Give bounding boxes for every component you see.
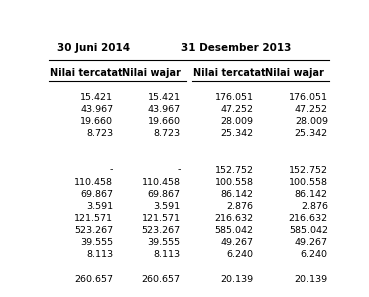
- Text: 25.342: 25.342: [295, 129, 328, 138]
- Text: 86.142: 86.142: [295, 190, 328, 199]
- Text: 49.267: 49.267: [220, 238, 254, 247]
- Text: 176.051: 176.051: [214, 93, 254, 102]
- Text: 25.342: 25.342: [220, 129, 254, 138]
- Text: 39.555: 39.555: [147, 238, 180, 247]
- Text: 19.660: 19.660: [148, 117, 180, 126]
- Text: 2.876: 2.876: [301, 202, 328, 211]
- Text: -: -: [177, 165, 180, 175]
- Text: 2.876: 2.876: [227, 202, 254, 211]
- Text: 31 Desember 2013: 31 Desember 2013: [181, 42, 292, 53]
- Text: 6.240: 6.240: [301, 250, 328, 259]
- Text: 523.267: 523.267: [141, 226, 180, 235]
- Text: 8.723: 8.723: [154, 129, 180, 138]
- Text: 69.867: 69.867: [148, 190, 180, 199]
- Text: 28.009: 28.009: [220, 117, 254, 126]
- Text: 43.967: 43.967: [80, 105, 113, 114]
- Text: 100.558: 100.558: [214, 178, 254, 187]
- Text: 8.113: 8.113: [86, 250, 113, 259]
- Text: 19.660: 19.660: [80, 117, 113, 126]
- Text: Nilai wajar: Nilai wajar: [122, 68, 181, 78]
- Text: 20.139: 20.139: [220, 275, 254, 284]
- Text: 49.267: 49.267: [295, 238, 328, 247]
- Text: 6.240: 6.240: [227, 250, 254, 259]
- Text: 28.009: 28.009: [295, 117, 328, 126]
- Text: 260.657: 260.657: [74, 275, 113, 284]
- Text: 8.723: 8.723: [86, 129, 113, 138]
- Text: 216.632: 216.632: [289, 214, 328, 223]
- Text: 110.458: 110.458: [142, 178, 180, 187]
- Text: -: -: [110, 165, 113, 175]
- Text: Nilai tercatat: Nilai tercatat: [51, 68, 123, 78]
- Text: 121.571: 121.571: [142, 214, 180, 223]
- Text: 47.252: 47.252: [295, 105, 328, 114]
- Text: 15.421: 15.421: [80, 93, 113, 102]
- Text: 15.421: 15.421: [148, 93, 180, 102]
- Text: 69.867: 69.867: [80, 190, 113, 199]
- Text: 8.113: 8.113: [154, 250, 180, 259]
- Text: Nilai wajar: Nilai wajar: [265, 68, 324, 78]
- Text: 30 Juni 2014: 30 Juni 2014: [57, 42, 130, 53]
- Text: 260.657: 260.657: [142, 275, 180, 284]
- Text: 86.142: 86.142: [220, 190, 254, 199]
- Text: 47.252: 47.252: [220, 105, 254, 114]
- Text: 121.571: 121.571: [74, 214, 113, 223]
- Text: 152.752: 152.752: [289, 165, 328, 175]
- Text: 20.139: 20.139: [295, 275, 328, 284]
- Text: 39.555: 39.555: [80, 238, 113, 247]
- Text: 43.967: 43.967: [147, 105, 180, 114]
- Text: 3.591: 3.591: [154, 202, 180, 211]
- Text: 216.632: 216.632: [214, 214, 254, 223]
- Text: Nilai tercatat: Nilai tercatat: [193, 68, 266, 78]
- Text: 176.051: 176.051: [289, 93, 328, 102]
- Text: 523.267: 523.267: [74, 226, 113, 235]
- Text: 152.752: 152.752: [214, 165, 254, 175]
- Text: 585.042: 585.042: [289, 226, 328, 235]
- Text: 3.591: 3.591: [86, 202, 113, 211]
- Text: 585.042: 585.042: [214, 226, 254, 235]
- Text: 110.458: 110.458: [74, 178, 113, 187]
- Text: 100.558: 100.558: [289, 178, 328, 187]
